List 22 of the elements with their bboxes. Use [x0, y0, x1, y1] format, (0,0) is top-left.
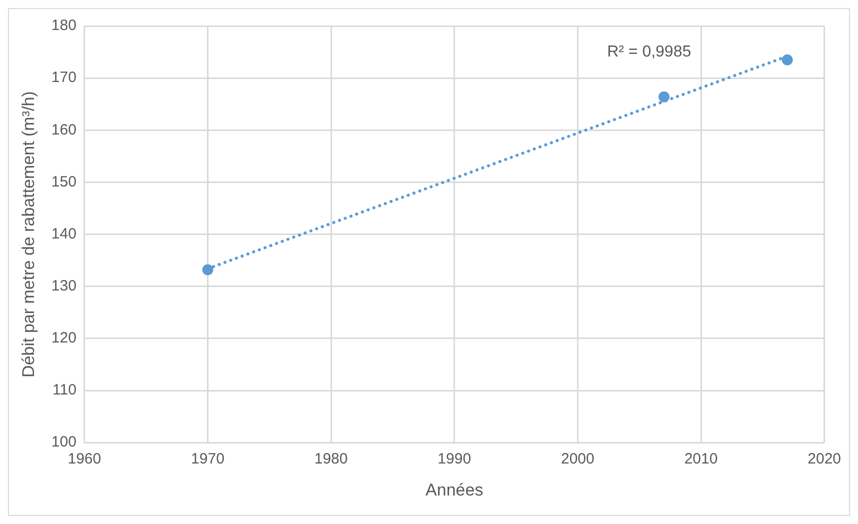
point	[658, 91, 670, 102]
y-tick-label: 120	[51, 330, 76, 347]
y-tick-label: 150	[51, 173, 76, 190]
x-tick-label: 1980	[314, 450, 348, 468]
x-tick-label: 1970	[191, 450, 224, 468]
x-axis-title: Années	[426, 480, 484, 500]
y-axis-title: Débit par metre de rabattement (m³/h)	[18, 91, 38, 378]
y-tick-label: 180	[51, 17, 76, 34]
y-tick-label: 110	[52, 382, 76, 399]
y-tick-label: 130	[51, 278, 76, 295]
x-tick-label: 2000	[561, 450, 594, 468]
x-tick-label: 2020	[808, 450, 842, 468]
y-tick-label: 140	[51, 225, 76, 242]
y-tick-label: 160	[51, 121, 76, 138]
x-tick-label: 1960	[68, 450, 102, 468]
point	[202, 264, 214, 276]
point	[782, 54, 793, 66]
x-tick-label: 1990	[438, 450, 472, 468]
x-tick-label: 2010	[684, 450, 718, 468]
y-tick-label: 170	[51, 69, 76, 86]
annotation: R² = 0,9985	[607, 43, 692, 60]
y-tick-label: 100	[51, 434, 76, 451]
